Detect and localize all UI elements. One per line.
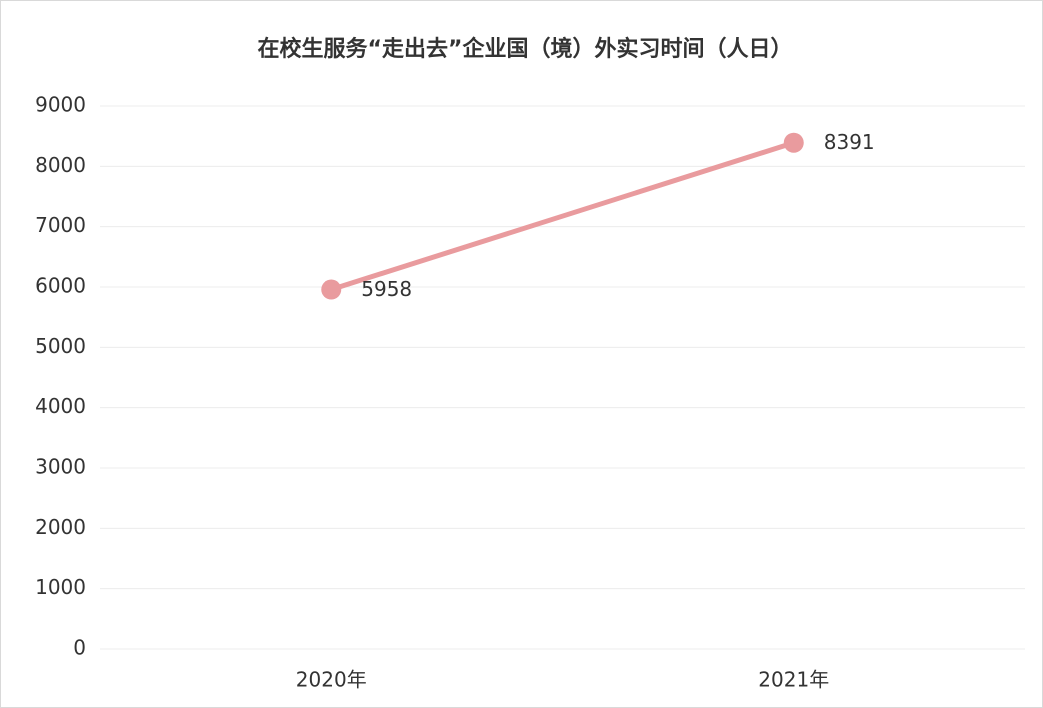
y-tick-label: 1000 xyxy=(35,575,86,599)
line xyxy=(330,140,795,292)
y-tick-label: 0 xyxy=(73,636,86,660)
chart-title: 在校生服务“走出去”企业国（境）外实习时间（人日） xyxy=(258,36,793,62)
y-tick-label: 2000 xyxy=(35,515,86,539)
y-tick-label: 8000 xyxy=(35,153,86,177)
y-tick-label: 7000 xyxy=(35,213,86,237)
point xyxy=(783,132,804,153)
y-tick-label: 3000 xyxy=(35,455,86,479)
x-tick-label: 2021年 xyxy=(758,668,829,692)
data-label: 8391 xyxy=(824,130,875,154)
x-tick-label: 2020年 xyxy=(296,668,367,692)
y-tick-label: 9000 xyxy=(35,93,86,117)
point xyxy=(321,279,342,300)
data-label: 5958 xyxy=(361,277,412,301)
y-tick-label: 5000 xyxy=(35,334,86,358)
y-tick-label: 4000 xyxy=(35,394,86,418)
y-tick-label: 6000 xyxy=(35,274,86,298)
